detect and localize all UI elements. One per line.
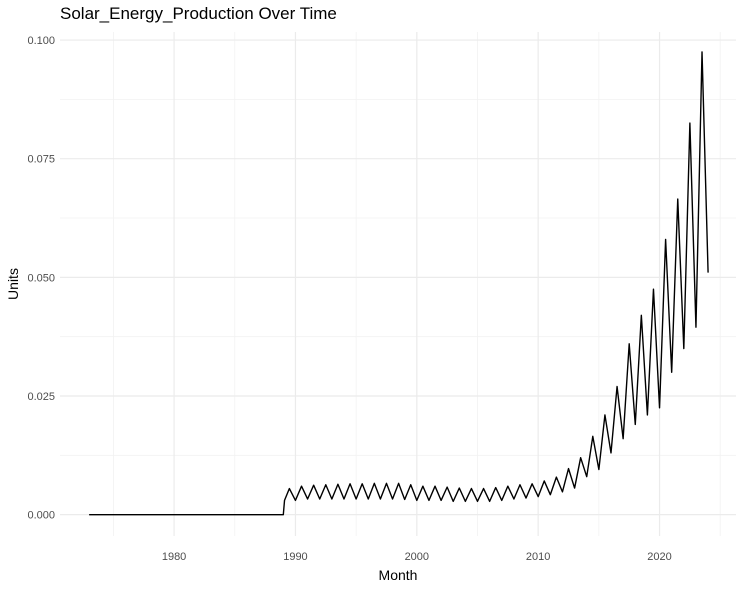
series-layer <box>89 51 709 516</box>
x-axis-ticks: 1980 1990 2000 2010 2020 <box>162 551 672 563</box>
chart-title: Solar_Energy_Production Over Time <box>60 4 337 23</box>
minor-gridlines <box>60 32 736 536</box>
x-tick-label: 1980 <box>162 551 186 563</box>
x-tick-label: 2000 <box>405 551 429 563</box>
y-tick-label: 0.075 <box>27 154 55 166</box>
y-tick-label: 0.100 <box>27 35 55 47</box>
x-tick-label: 1990 <box>283 551 307 563</box>
y-axis-ticks: 0.000 0.025 0.050 0.075 0.100 <box>27 35 55 522</box>
y-tick-label: 0.000 <box>27 510 55 522</box>
x-axis-title: Month <box>379 567 418 583</box>
y-axis-title: Units <box>5 268 21 300</box>
x-tick-label: 2020 <box>647 551 671 563</box>
major-gridlines <box>60 32 736 536</box>
x-tick-label: 2010 <box>526 551 550 563</box>
series-line-1 <box>89 51 709 516</box>
y-tick-label: 0.025 <box>27 391 55 403</box>
y-tick-label: 0.050 <box>27 272 55 284</box>
